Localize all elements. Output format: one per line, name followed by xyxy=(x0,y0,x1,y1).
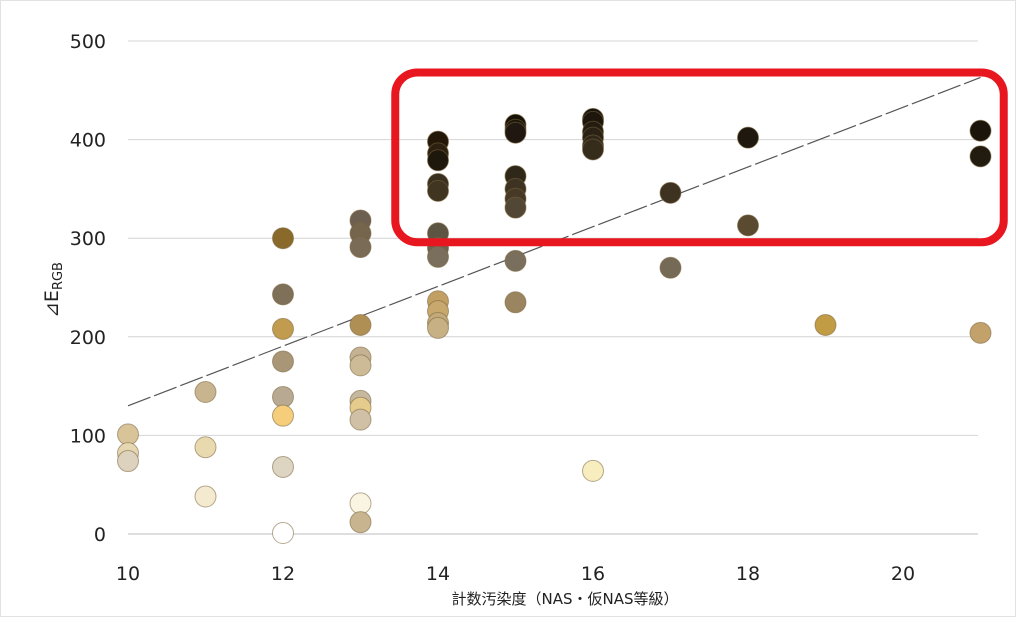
data-point-12 xyxy=(272,455,294,478)
data-point-53 xyxy=(659,181,682,204)
x-tick-label-20: 20 xyxy=(891,563,915,585)
highlight-box xyxy=(391,68,1008,247)
data-point-43 xyxy=(504,196,527,219)
data-point-55 xyxy=(737,126,759,149)
x-tick-label-10: 10 xyxy=(116,563,140,585)
data-point-44 xyxy=(504,249,527,272)
y-tick-label-400: 400 xyxy=(70,130,106,152)
data-point-45 xyxy=(504,291,527,314)
data-point-51 xyxy=(582,138,604,161)
data-point-17 xyxy=(349,313,372,336)
highlight-group xyxy=(391,68,1008,247)
gridlines xyxy=(128,40,978,535)
data-point-29 xyxy=(427,179,449,202)
data-point-19 xyxy=(349,354,372,377)
x-tick-label-12: 12 xyxy=(271,563,295,585)
data-point-36 xyxy=(427,316,449,339)
y-tick-label-0: 0 xyxy=(94,524,106,546)
x-tick-labels: 10 12 14 16 18 20 xyxy=(116,563,915,585)
data-point-13 xyxy=(272,522,294,545)
data-point-4 xyxy=(194,436,217,459)
data-point-27 xyxy=(427,149,449,172)
data-point-39 xyxy=(504,121,527,144)
data-point-16 xyxy=(349,236,372,259)
data-point-6 xyxy=(272,227,294,250)
data-point-5 xyxy=(194,485,217,508)
y-tick-label-300: 300 xyxy=(70,228,106,250)
data-point-3 xyxy=(194,381,217,404)
y-axis-label-main: ⊿E xyxy=(41,290,63,318)
x-axis-label: 計数汚染度（NAS・仮NAS等級） xyxy=(451,590,678,608)
data-point-8 xyxy=(272,317,294,340)
data-point-9 xyxy=(272,350,294,373)
data-point-23 xyxy=(349,492,372,515)
data-point-54 xyxy=(659,256,682,279)
data-point-2 xyxy=(117,450,139,473)
data-point-0 xyxy=(117,423,139,446)
y-tick-labels: 0 100 200 300 400 500 xyxy=(70,31,106,546)
y-axis-label-subscript: RGB xyxy=(51,262,66,290)
data-point-22 xyxy=(349,408,372,431)
data-point-10 xyxy=(272,385,294,408)
y-axis-label: ⊿ERGB xyxy=(41,262,66,318)
y-tick-label-100: 100 xyxy=(70,425,106,447)
data-point-52 xyxy=(582,459,604,482)
x-tick-label-16: 16 xyxy=(581,563,605,585)
data-point-7 xyxy=(272,283,294,306)
y-tick-label-500: 500 xyxy=(70,31,106,53)
data-point-59 xyxy=(969,145,992,168)
x-tick-label-14: 14 xyxy=(426,563,450,585)
data-point-32 xyxy=(427,245,449,268)
data-point-58 xyxy=(969,119,992,142)
data-point-56 xyxy=(737,214,759,237)
y-tick-label-200: 200 xyxy=(70,327,106,349)
x-tick-label-18: 18 xyxy=(736,563,760,585)
data-points xyxy=(117,107,992,545)
data-point-24 xyxy=(349,511,372,534)
data-point-60 xyxy=(969,321,992,344)
data-point-11 xyxy=(272,404,294,427)
data-point-57 xyxy=(814,313,837,336)
